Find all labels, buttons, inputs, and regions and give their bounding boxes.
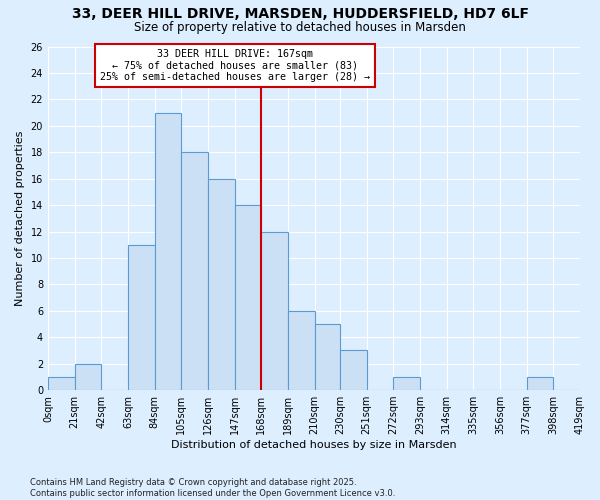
- Bar: [128, 244, 155, 390]
- Y-axis label: Number of detached properties: Number of detached properties: [15, 130, 25, 306]
- Bar: [208, 178, 235, 390]
- Bar: [527, 377, 553, 390]
- Bar: [340, 350, 367, 390]
- Bar: [394, 377, 420, 390]
- Bar: [181, 152, 208, 390]
- X-axis label: Distribution of detached houses by size in Marsden: Distribution of detached houses by size …: [171, 440, 457, 450]
- Bar: [74, 364, 101, 390]
- Bar: [314, 324, 340, 390]
- Bar: [155, 112, 181, 390]
- Bar: [235, 205, 261, 390]
- Text: 33 DEER HILL DRIVE: 167sqm
← 75% of detached houses are smaller (83)
25% of semi: 33 DEER HILL DRIVE: 167sqm ← 75% of deta…: [100, 49, 370, 82]
- Text: Contains HM Land Registry data © Crown copyright and database right 2025.
Contai: Contains HM Land Registry data © Crown c…: [30, 478, 395, 498]
- Bar: [261, 232, 288, 390]
- Bar: [48, 377, 74, 390]
- Text: Size of property relative to detached houses in Marsden: Size of property relative to detached ho…: [134, 21, 466, 34]
- Bar: [288, 311, 314, 390]
- Text: 33, DEER HILL DRIVE, MARSDEN, HUDDERSFIELD, HD7 6LF: 33, DEER HILL DRIVE, MARSDEN, HUDDERSFIE…: [71, 8, 529, 22]
